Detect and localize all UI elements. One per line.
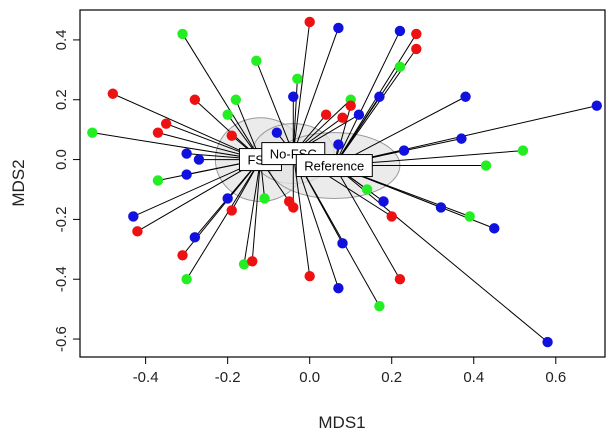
no-fsc-segment [292,27,339,154]
reference-point-red [345,100,356,111]
reference-point-blue [394,25,406,37]
reference-point-red [394,274,406,285]
reference-segment [333,165,548,343]
x-tick-label: 0.0 [299,369,320,386]
reference-point-blue [460,91,471,102]
x-axis-title: MDS1 [318,413,365,432]
fsc-segment [137,159,261,232]
fsc-point-blue [181,148,192,159]
y-tick-label: 0.0 [53,149,70,170]
no-fsc-point-red [320,109,332,120]
fsc-point-green [177,28,188,40]
no-fsc-segment [255,60,294,154]
fsc-point-red [107,88,119,99]
no-fsc-point-blue [337,238,348,249]
fsc-point-red [226,205,237,216]
fsc-point-red [189,94,201,105]
fsc-point-red [247,256,258,267]
reference-point-green [464,211,475,222]
fsc-point-green [222,109,233,120]
reference-segment [333,165,401,280]
reference-point-red [411,28,422,40]
plot-frame [79,9,606,358]
reference-point-blue [489,223,500,234]
fsc-point-green [87,127,98,138]
data-points [87,16,602,348]
x-tick-label: -0.4 [133,369,159,386]
y-tick-label: -0.4 [53,266,70,292]
no-fsc-point-blue [333,282,344,294]
fsc-point-blue [189,232,201,243]
y-tick-label: -0.2 [53,206,70,232]
fsc-point-blue [222,193,233,204]
y-axis-title: MDS2 [9,159,28,206]
fsc-point-red [177,250,188,261]
fsc-point-green [238,259,250,270]
no-fsc-point-red [337,112,348,123]
x-axis: -0.4 -0.2 0.0 0.2 0.4 0.6 [133,357,566,386]
no-fsc-point-green [374,300,385,312]
x-tick-label: 0.2 [381,369,402,386]
reference-point-blue [333,139,344,150]
no-fsc-point-red [304,271,315,282]
fsc-segment [186,159,261,280]
fsc-point-red [226,130,237,141]
y-tick-label: -0.6 [53,326,70,352]
x-tick-label: 0.6 [545,369,566,386]
fsc-point-blue [181,169,192,180]
reference-point-blue [374,91,385,102]
reference-point-blue [542,336,553,348]
fsc-point-green [181,274,192,285]
reference-point-green [394,61,406,73]
no-fsc-point-blue [353,109,365,120]
no-fsc-segment [292,78,298,154]
reference-point-blue [435,202,447,213]
fsc-segment [251,159,261,262]
fsc-segment [182,33,261,160]
reference-segment [333,30,401,166]
reference-point-red [411,43,422,55]
fsc-point-red [160,118,172,129]
no-fsc-point-green [251,55,262,67]
reference-label: Reference [304,159,364,174]
no-fsc-point-blue [333,22,344,34]
reference-point-green [517,145,529,156]
no-fsc-point-blue [288,91,299,102]
no-fsc-segment [292,153,380,307]
fsc-segment [243,159,261,265]
fsc-point-red [132,226,143,237]
reference-point-green [361,184,373,195]
x-tick-label: -0.2 [215,369,241,386]
fsc-segment [112,93,261,161]
fsc-point-blue [128,211,139,222]
no-fsc-point-green [292,73,303,85]
y-tick-label: 0.4 [53,29,70,50]
fsc-point-green [230,94,242,105]
no-fsc-segment [292,21,311,154]
y-tick-label: 0.2 [53,89,70,110]
fsc-point-blue [193,154,205,165]
fsc-point-green [259,193,270,204]
reference-point-blue [398,145,410,156]
fsc-segment [92,132,261,161]
reference-label-box [295,154,373,178]
reference-point-blue [591,100,602,111]
fsc-point-red [152,127,164,138]
reference-point-blue [456,133,467,144]
no-fsc-point-red [386,211,397,222]
no-fsc-point-red [288,202,299,213]
reference-point-blue [378,196,389,207]
y-axis: -0.6 -0.4 -0.2 0.0 0.2 0.4 [53,29,80,352]
x-tick-label: 0.4 [463,369,484,386]
no-fsc-point-blue [271,127,283,138]
no-fsc-point-red [304,16,315,28]
reference-point-green [480,160,492,171]
fsc-point-green [152,175,164,186]
